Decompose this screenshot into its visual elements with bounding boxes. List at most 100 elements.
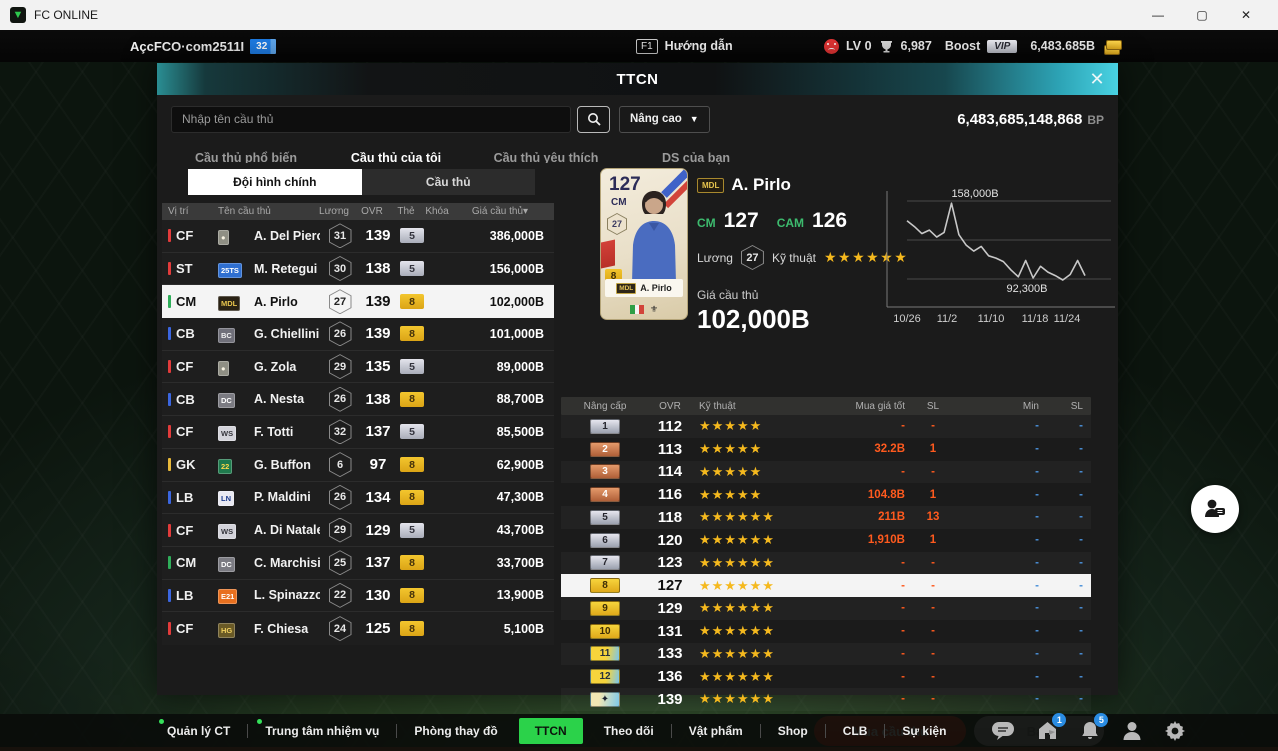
upgrade-row[interactable]: 10 131 ★★★★★★ - - - - — [561, 620, 1091, 643]
player-row[interactable]: CF WS F. Totti 32 137 5 85,500B — [162, 416, 554, 449]
boost-label[interactable]: Boost — [944, 39, 981, 53]
level-badge: 9 — [590, 600, 620, 616]
nav-item-Sự kiện[interactable]: Sự kiện — [902, 723, 947, 738]
skill-stars: ★★★★★★ — [823, 249, 909, 265]
nav-item-Vật phẩm[interactable]: Vật phẩm — [688, 723, 743, 738]
subtab-Đội hình chính[interactable]: Đội hình chính — [188, 169, 362, 195]
card-cell: 8 — [396, 326, 428, 342]
bp-balance: 6,483,685,148,868 BP — [957, 111, 1104, 128]
player-detail-panel: 127 CM 27 8 MDL A. Pirlo ⚜ — [559, 163, 1118, 746]
upgrade-row[interactable]: ✦ 139 ★★★★★★ - - - - — [561, 688, 1091, 711]
maximize-button[interactable]: ▢ — [1196, 8, 1208, 22]
upgrade-row[interactable]: 11 133 ★★★★★★ - - - - — [561, 643, 1091, 666]
upgrade-column-h-min: Min — [1022, 400, 1039, 412]
modal-title: TTCN — [616, 70, 659, 88]
player-name: M. Retegui — [254, 261, 318, 276]
salary-cell: 32 — [320, 419, 360, 445]
min-price: - — [1035, 443, 1039, 456]
season-badge: BC — [218, 327, 235, 343]
player-row[interactable]: LB E21 L. Spinazzola 22 130 8 13,900B — [162, 579, 554, 613]
position-color-bar — [168, 556, 171, 570]
account-info: AçcFCO·com2511I 32 — [130, 38, 277, 54]
position-cell: CF — [168, 621, 218, 636]
upgrade-row[interactable]: 5 118 ★★★★★★ 211B 13 - - — [561, 506, 1091, 529]
upgrade-row[interactable]: 2 113 ★★★★★ 32.2B 1 - - — [561, 438, 1091, 461]
column-c-ovr: OVR — [361, 206, 383, 217]
nav-item-Quản lý CT[interactable]: Quản lý CT — [150, 714, 247, 747]
column-c-the: Thẻ — [397, 206, 415, 217]
ovr-value: 129 — [365, 521, 391, 539]
help-shortcut[interactable]: F1 Hướng dẫn — [636, 38, 733, 54]
player-row[interactable]: GK 22 G. Buffon 6 97 8 62,900B — [162, 448, 554, 482]
tab-DS của bạn[interactable]: DS của bạn — [661, 151, 731, 165]
position-cell: ST — [168, 261, 218, 276]
nav-item-CLB[interactable]: CLB — [842, 723, 868, 738]
search-icon — [587, 113, 601, 126]
min-price: - — [1035, 420, 1039, 433]
upgrade-row[interactable]: 1 112 ★★★★★ - - - - — [561, 415, 1091, 438]
player-row[interactable]: CF HG F. Chiesa 24 125 8 5,100B — [162, 612, 554, 645]
upgrade-ovr: 112 — [657, 417, 683, 435]
player-row[interactable]: CF WS A. Di Natale 29 129 5 43,700B — [162, 514, 554, 547]
season-badge-cell: ● — [218, 227, 248, 245]
card-cell: 5 — [396, 522, 428, 538]
upgrade-row[interactable]: 12 136 ★★★★★★ - - - - — [561, 665, 1091, 688]
season-badge: ● — [218, 229, 229, 245]
profile-icon[interactable] — [1122, 720, 1142, 741]
player-search-input[interactable] — [171, 105, 571, 133]
os-titlebar: ▼ FC ONLINE — ▢ ✕ — [0, 0, 1278, 30]
home-flag-icon[interactable]: 1 — [1037, 713, 1067, 741]
settings-gear-icon[interactable] — [1164, 720, 1186, 742]
player-row[interactable]: CB BC G. Chiellini 26 139 8 101,000B — [162, 318, 554, 351]
price-value: 88,700B — [496, 392, 544, 407]
help-label: Hướng dẫn — [664, 39, 733, 53]
nav-item-Shop[interactable]: Shop — [777, 723, 808, 738]
salary-label: Lương — [697, 250, 733, 265]
nav-item-Theo dõi[interactable]: Theo dõi — [603, 723, 654, 738]
min-qty: - — [1079, 625, 1083, 638]
price-value: 386,000B — [489, 228, 544, 243]
player-row[interactable]: CB DC A. Nesta 26 138 8 88,700B — [162, 383, 554, 417]
upgrade-row[interactable]: 8 127 ★★★★★★ - - - - — [561, 574, 1091, 597]
player-row[interactable]: CM DC C. Marchisio 25 137 8 33,700B — [162, 546, 554, 580]
salary-value: 25 — [329, 551, 351, 575]
upgrade-row[interactable]: 4 116 ★★★★★ 104.8B 1 - - — [561, 483, 1091, 506]
search-button[interactable] — [577, 105, 610, 133]
player-row[interactable]: ST 25TS M. Retegui 30 138 5 156,000B — [162, 252, 554, 286]
subtab-Cầu thủ[interactable]: Cầu thủ — [361, 169, 535, 195]
best-buy-qty: - — [931, 579, 935, 592]
nav-item-TTCN[interactable]: TTCN — [518, 717, 583, 744]
nav-item-Trung tâm nhiệm vụ[interactable]: Trung tâm nhiệm vụ — [248, 714, 396, 747]
level-cell: ✦ — [569, 691, 641, 707]
card-position: CM — [611, 197, 627, 208]
advanced-search-dropdown[interactable]: Nâng cao ▼ — [619, 105, 710, 133]
upgrade-row[interactable]: 9 129 ★★★★★★ - - - - — [561, 597, 1091, 620]
chart-high-label: 158,000B — [951, 188, 998, 200]
card-cell: 8 — [396, 391, 428, 407]
price-value: 43,700B — [496, 523, 544, 538]
upgrade-row[interactable]: 6 120 ★★★★★★ 1,910B 1 - - — [561, 529, 1091, 552]
price-value: 85,500B — [496, 424, 544, 439]
position-label: LB — [176, 489, 194, 505]
ovr-value: 139 — [365, 293, 391, 311]
season-badge-cell: WS — [218, 423, 248, 441]
upgrade-row[interactable]: 7 123 ★★★★★★ - - - - — [561, 552, 1091, 575]
chat-bubble-icon[interactable] — [991, 721, 1015, 741]
player-row[interactable]: CF ● G. Zola 29 135 5 89,000B — [162, 350, 554, 384]
player-row[interactable]: CM MDL A. Pirlo 27 139 8 102,000B — [162, 285, 554, 319]
bell-icon[interactable]: 5 — [1080, 713, 1109, 741]
tab-Cầu thủ phổ biến[interactable]: Cầu thủ phổ biến — [194, 151, 298, 165]
minimize-button[interactable]: — — [1152, 8, 1164, 22]
advanced-search-label: Nâng cao — [630, 113, 682, 125]
tab-Cầu thủ yêu thích[interactable]: Cầu thủ yêu thích — [493, 151, 599, 165]
player-row[interactable]: LB LN P. Maldini 26 134 8 47,300B — [162, 481, 554, 515]
close-modal-icon[interactable]: ✕ — [1089, 68, 1105, 89]
nav-item-Phòng thay đồ[interactable]: Phòng thay đồ — [414, 723, 498, 738]
chat-assistant-button[interactable] — [1191, 485, 1239, 533]
player-card: 127 CM 27 8 MDL A. Pirlo ⚜ — [600, 168, 688, 320]
player-row[interactable]: CF ● A. Del Piero 31 139 5 386,000B — [162, 220, 554, 253]
close-window-button[interactable]: ✕ — [1240, 8, 1252, 22]
upgrade-row[interactable]: 3 114 ★★★★★ - - - - — [561, 461, 1091, 484]
player-name: A. Nesta — [254, 392, 305, 407]
position-label: CF — [176, 424, 194, 440]
